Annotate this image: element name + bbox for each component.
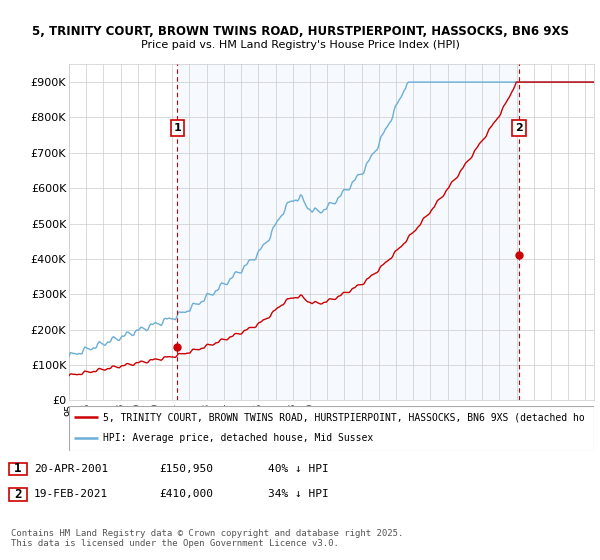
Bar: [9, 463, 27, 475]
Text: £150,950: £150,950: [160, 464, 214, 474]
Text: 20-APR-2001: 20-APR-2001: [34, 464, 108, 474]
Text: 19-FEB-2021: 19-FEB-2021: [34, 489, 108, 499]
Text: 5, TRINITY COURT, BROWN TWINS ROAD, HURSTPIERPOINT, HASSOCKS, BN6 9XS (detached : 5, TRINITY COURT, BROWN TWINS ROAD, HURS…: [103, 412, 585, 422]
Text: Price paid vs. HM Land Registry's House Price Index (HPI): Price paid vs. HM Land Registry's House …: [140, 40, 460, 50]
FancyBboxPatch shape: [69, 406, 594, 451]
Text: 34% ↓ HPI: 34% ↓ HPI: [268, 489, 329, 499]
Text: 1: 1: [14, 463, 22, 475]
Text: 2: 2: [515, 123, 523, 133]
Text: 40% ↓ HPI: 40% ↓ HPI: [268, 464, 329, 474]
Text: Contains HM Land Registry data © Crown copyright and database right 2025.
This d: Contains HM Land Registry data © Crown c…: [11, 529, 403, 548]
Bar: [9, 488, 27, 501]
Text: 1: 1: [173, 123, 181, 133]
Text: HPI: Average price, detached house, Mid Sussex: HPI: Average price, detached house, Mid …: [103, 433, 373, 444]
Bar: [178, 64, 519, 400]
Text: 5, TRINITY COURT, BROWN TWINS ROAD, HURSTPIERPOINT, HASSOCKS, BN6 9XS: 5, TRINITY COURT, BROWN TWINS ROAD, HURS…: [32, 25, 569, 38]
Text: £410,000: £410,000: [160, 489, 214, 499]
Text: 2: 2: [14, 488, 22, 501]
